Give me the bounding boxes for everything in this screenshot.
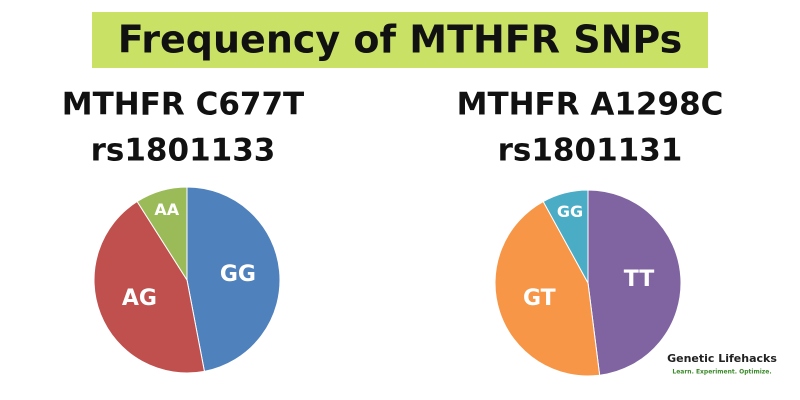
pie-title: MTHFR C677T: [62, 87, 304, 123]
logo-tagline: Learn. Experiment. Optimize.: [672, 369, 771, 376]
slice-label: GG: [557, 202, 583, 221]
logo-name: Genetic Lifehacks: [667, 352, 777, 365]
pie-slice: [542, 189, 589, 284]
pie-slice: [93, 200, 206, 374]
chart-title: Frequency of MTHFR SNPs: [118, 18, 682, 62]
pie-slice: [136, 186, 188, 282]
pie-subtitle: rs1801133: [91, 133, 276, 169]
slice-label: GG: [220, 262, 256, 287]
title-highlight: [92, 12, 708, 68]
slice-label: GT: [523, 286, 556, 311]
slice-label: AA: [154, 200, 179, 219]
pie-slice: [494, 200, 601, 377]
pie-title: MTHFR A1298C: [457, 87, 724, 123]
slice-label: TT: [624, 267, 655, 292]
pie-slice: [186, 186, 281, 372]
pie-subtitle: rs1801131: [498, 133, 683, 169]
pie-slice: [587, 189, 682, 376]
slice-label: AG: [122, 286, 157, 311]
